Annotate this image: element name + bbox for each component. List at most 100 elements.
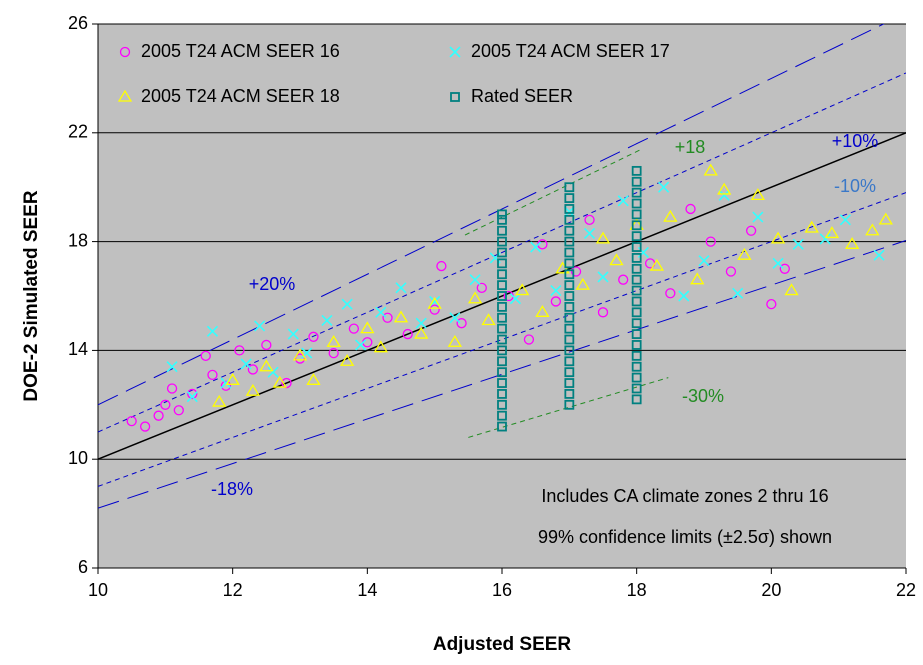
data-point — [447, 334, 463, 347]
data-point — [665, 288, 676, 299]
data-point — [339, 354, 355, 366]
data-point — [663, 209, 678, 222]
data-point — [497, 214, 507, 225]
data-point — [497, 378, 507, 388]
data-point — [772, 257, 784, 269]
data-point — [631, 187, 642, 198]
data-point — [617, 195, 629, 207]
data-point — [631, 209, 642, 220]
data-point — [819, 233, 831, 245]
x-axis-label: Adjusted SEER — [433, 634, 572, 655]
data-point — [272, 375, 287, 388]
annotation: Includes CA climate zones 2 thru 16 — [541, 486, 828, 506]
data-point — [497, 280, 507, 291]
data-point — [497, 334, 507, 345]
data-point — [267, 366, 279, 378]
data-point — [287, 328, 299, 340]
data-point — [631, 372, 642, 383]
data-point — [530, 241, 542, 253]
reference-line-label: +10% — [832, 131, 879, 151]
data-point — [497, 399, 507, 410]
data-point — [467, 291, 483, 304]
data-point — [497, 209, 507, 220]
reference-line-label: -10% — [834, 176, 876, 196]
data-point — [515, 283, 530, 296]
data-point — [779, 263, 790, 274]
data-point — [570, 266, 582, 277]
data-point — [126, 415, 137, 427]
data-point — [348, 323, 360, 334]
data-point — [717, 182, 732, 195]
data-point — [497, 247, 507, 258]
data-point — [476, 282, 487, 293]
data-point — [497, 356, 507, 367]
data-point — [732, 287, 744, 299]
data-point — [497, 421, 507, 432]
data-point — [649, 258, 665, 271]
data-point — [523, 334, 535, 345]
data-point — [583, 227, 596, 240]
data-point — [436, 260, 447, 272]
x-tick-label: 20 — [761, 580, 781, 600]
data-point — [564, 345, 575, 356]
data-point — [166, 383, 178, 394]
data-point — [427, 296, 442, 309]
data-point — [631, 361, 642, 372]
data-point — [685, 203, 696, 215]
data-point — [631, 198, 642, 209]
data-point — [393, 310, 409, 323]
data-point — [631, 329, 642, 339]
data-point — [200, 350, 211, 361]
data-point — [187, 388, 198, 400]
data-point — [259, 359, 274, 372]
data-point — [750, 188, 766, 201]
data-point — [631, 165, 642, 176]
data-point — [173, 405, 184, 416]
data-point — [220, 380, 232, 391]
legend-marker — [119, 46, 131, 58]
data-point — [373, 340, 388, 353]
data-point — [564, 301, 575, 312]
data-point — [429, 304, 440, 315]
plot-content — [98, 24, 906, 509]
data-point — [564, 367, 575, 378]
data-point — [564, 323, 575, 334]
data-point — [261, 339, 272, 351]
data-point — [564, 214, 575, 225]
data-point — [631, 231, 642, 242]
data-point — [878, 212, 893, 225]
data-point — [658, 181, 670, 193]
reference-line — [98, 24, 885, 406]
y-tick-label: 10 — [68, 448, 88, 468]
data-point — [770, 231, 786, 244]
reference-line-label: +20% — [249, 274, 296, 294]
data-point — [321, 314, 333, 327]
data-point — [449, 312, 461, 324]
data-point — [737, 247, 752, 260]
data-point — [745, 225, 757, 236]
data-point — [597, 307, 609, 318]
data-point — [509, 293, 522, 305]
data-point — [865, 223, 880, 236]
y-tick-label: 26 — [68, 13, 88, 33]
data-point — [139, 421, 151, 432]
data-point — [631, 220, 642, 231]
legend-marker — [117, 89, 133, 102]
legend-label: 2005 T24 ACM SEER 17 — [471, 41, 670, 61]
data-point — [564, 225, 575, 236]
data-point — [328, 347, 339, 359]
data-point — [609, 253, 624, 266]
data-point — [355, 339, 367, 351]
data-point — [341, 298, 353, 310]
legend-marker — [449, 46, 461, 58]
data-point — [564, 389, 575, 399]
data-point — [824, 226, 840, 239]
data-point — [225, 373, 240, 385]
data-point — [497, 258, 507, 269]
data-point — [308, 331, 319, 342]
data-point — [469, 274, 481, 286]
data-point — [839, 214, 851, 226]
data-point — [873, 249, 885, 261]
reference-line — [98, 240, 906, 509]
